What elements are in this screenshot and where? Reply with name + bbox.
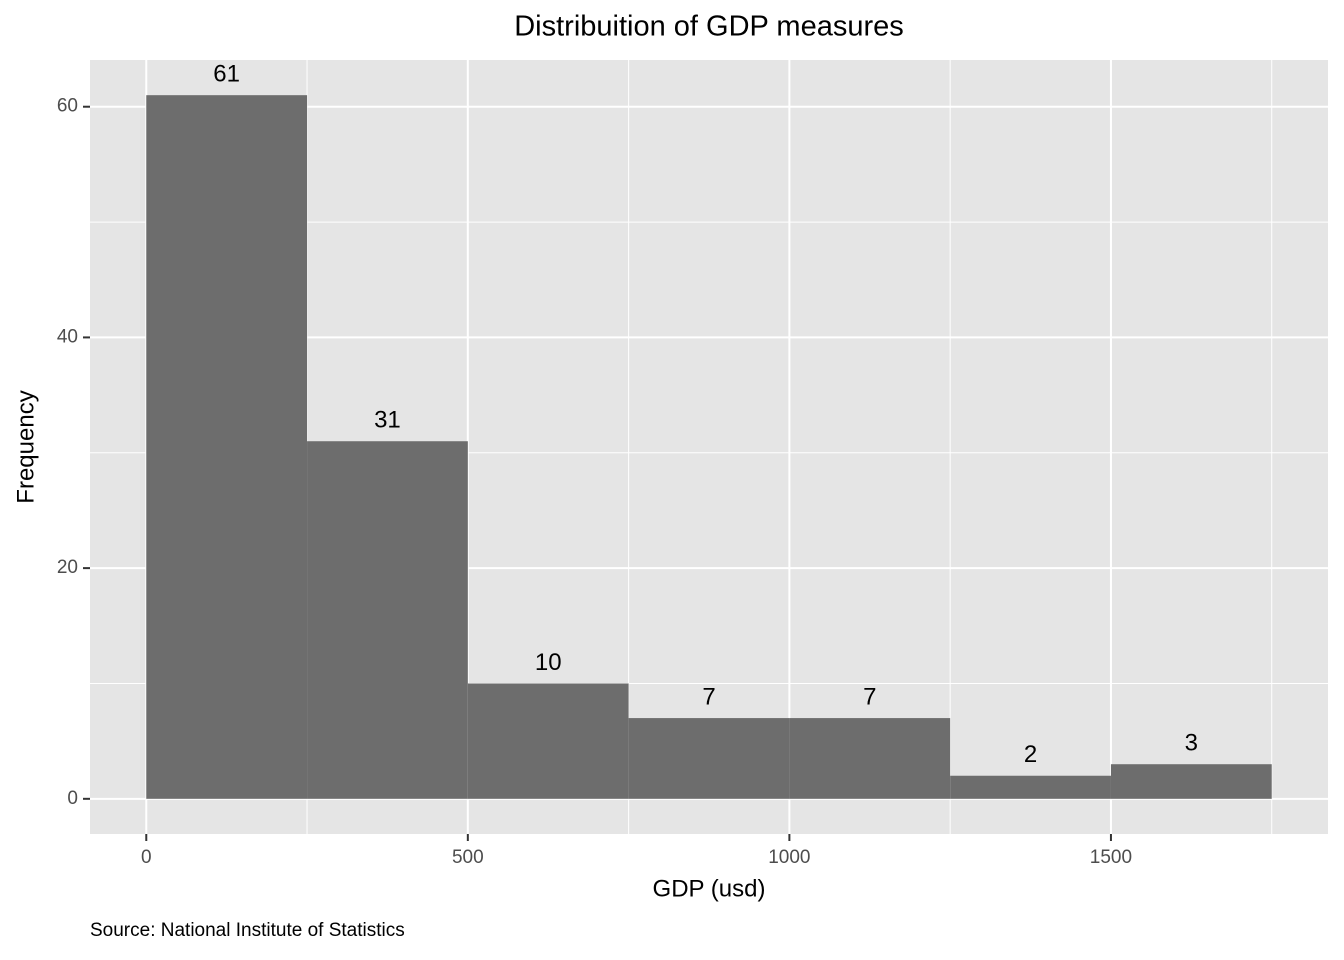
data-label: 7 — [863, 683, 876, 710]
data-label: 31 — [374, 407, 401, 434]
y-tick-label: 0 — [67, 788, 78, 809]
bars — [146, 95, 1272, 799]
data-label: 61 — [213, 61, 240, 88]
y-tick-label: 60 — [57, 96, 78, 117]
bar — [950, 775, 1111, 799]
caption: Source: National Institute of Statistics — [90, 920, 405, 941]
y-tick-label: 40 — [57, 326, 78, 347]
bar — [1110, 764, 1272, 799]
bar — [146, 95, 308, 799]
bar — [789, 718, 951, 799]
x-axis-label: GDP (usd) — [653, 875, 766, 902]
x-tick-label: 0 — [141, 847, 152, 868]
x-tick-label: 1500 — [1090, 847, 1132, 868]
data-label: 2 — [1024, 741, 1037, 768]
bar — [467, 683, 629, 799]
x-tick-label: 1000 — [768, 847, 810, 868]
data-label: 7 — [702, 683, 715, 710]
data-label: 3 — [1185, 730, 1198, 757]
chart-title: Distribuition of GDP measures — [514, 11, 904, 43]
y-tick-label: 20 — [57, 557, 78, 578]
bar — [628, 718, 790, 799]
data-label: 10 — [535, 649, 562, 676]
y-axis-label: Frequency — [12, 390, 39, 503]
x-tick-label: 500 — [452, 847, 484, 868]
bar — [307, 441, 468, 799]
